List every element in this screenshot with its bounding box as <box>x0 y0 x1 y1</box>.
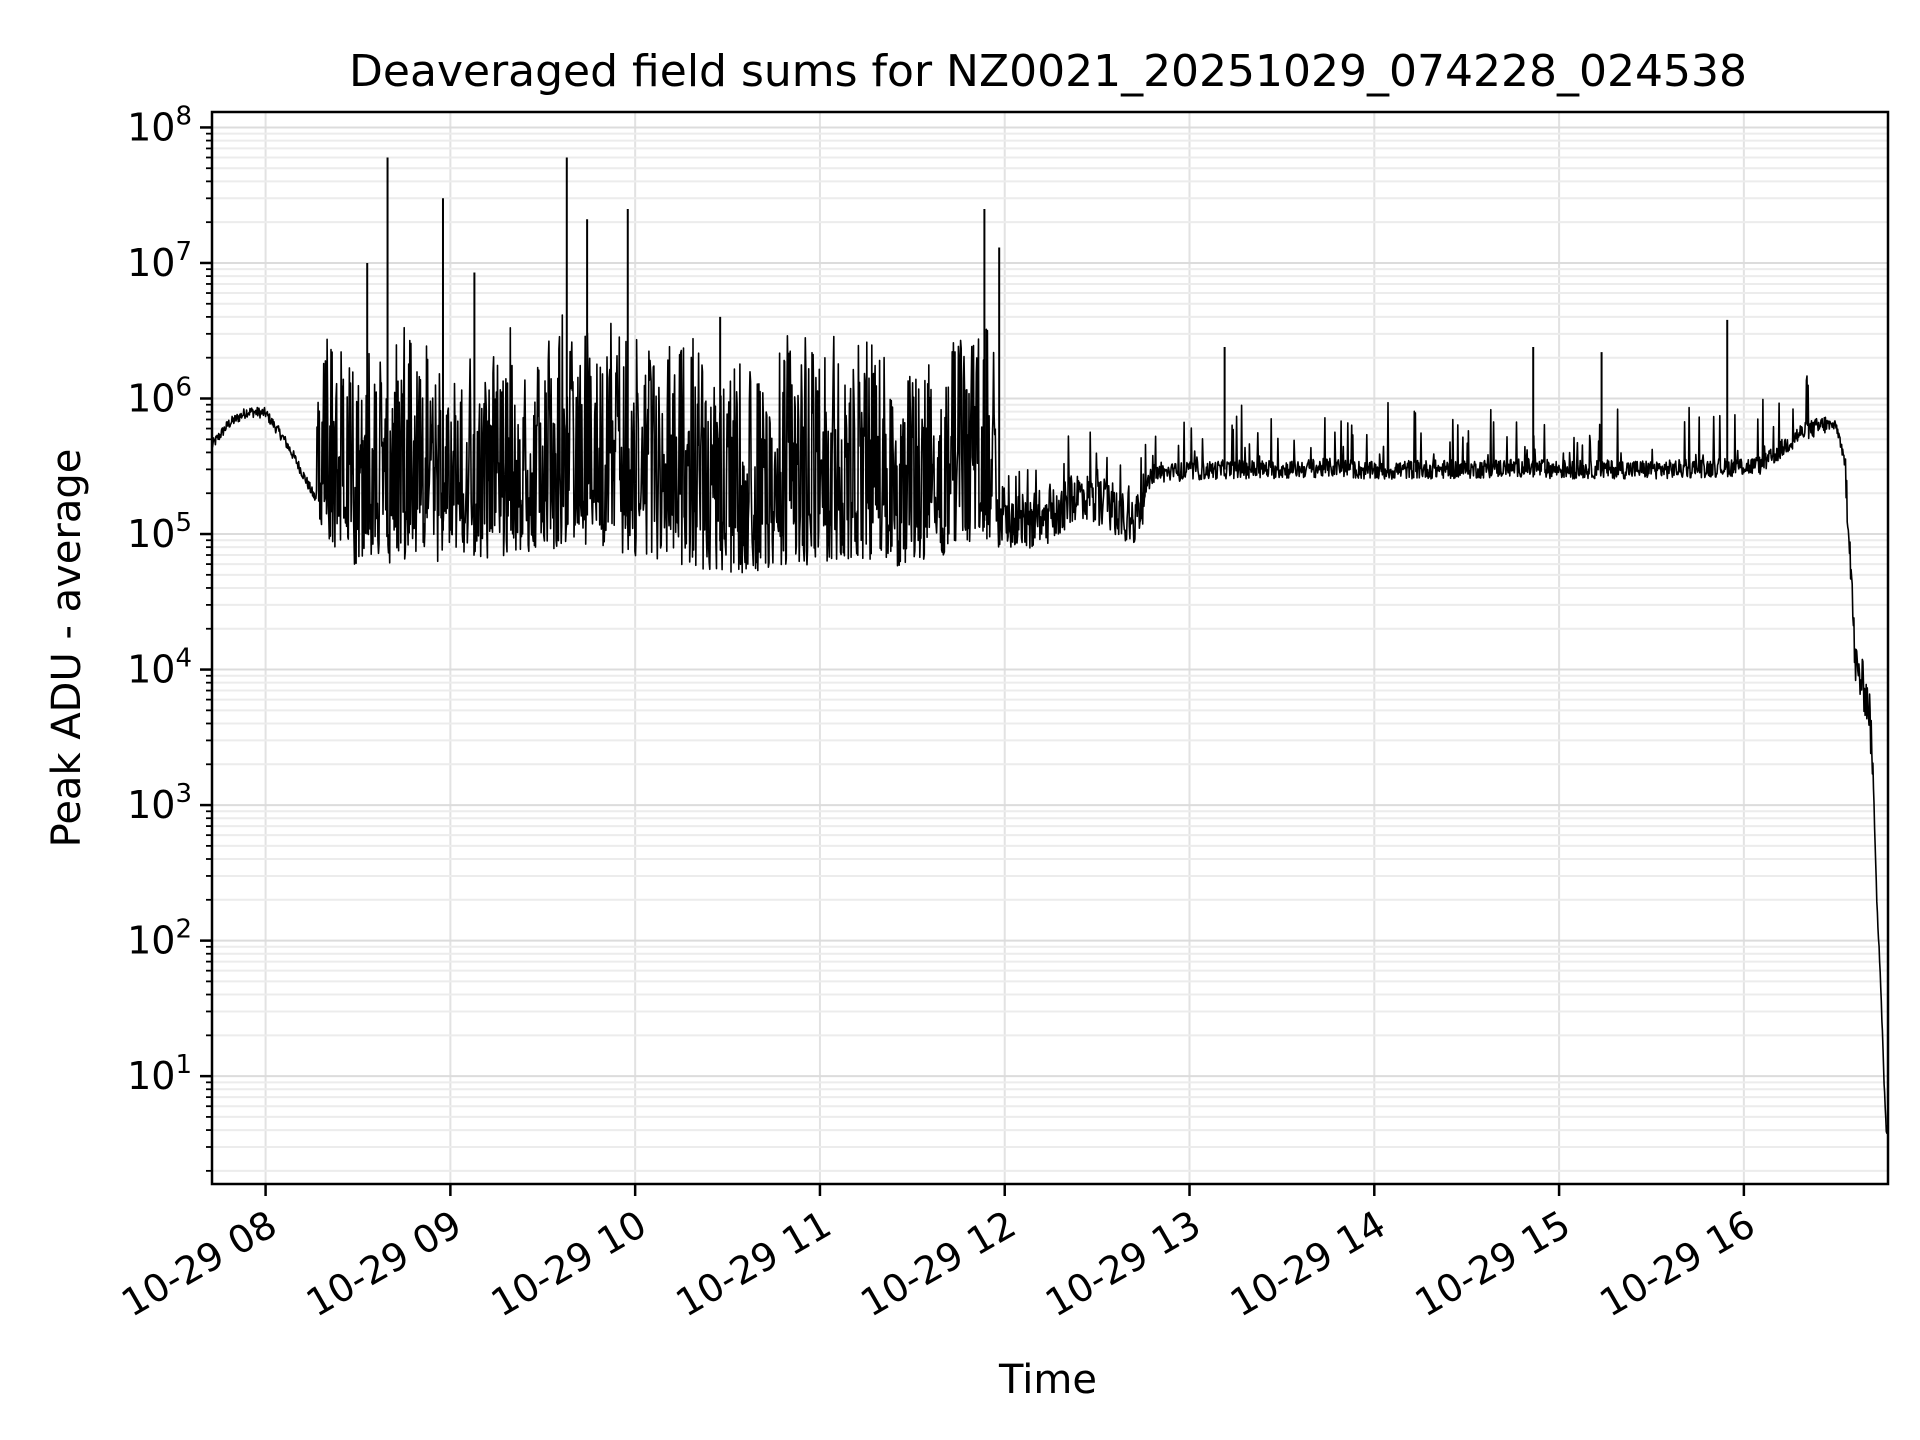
data-line-series <box>211 157 1889 1135</box>
y-tick-label-exponent: 5 <box>175 508 192 538</box>
y-tick-label: 107 <box>127 237 192 285</box>
y-tick-label: 104 <box>127 644 192 692</box>
y-tick-label: 106 <box>127 372 192 420</box>
plot-area-frame <box>210 110 1890 1186</box>
y-tick-label: 108 <box>127 101 192 149</box>
y-tick-label: 102 <box>127 915 192 963</box>
y-tick-label-base: 10 <box>127 241 175 285</box>
grid <box>212 112 1888 1184</box>
data-line <box>211 314 1889 1135</box>
y-tick-label: 103 <box>127 779 192 827</box>
y-tick-label: 105 <box>127 508 192 556</box>
y-tick-label-exponent: 3 <box>175 779 192 809</box>
y-tick-label-base: 10 <box>127 783 175 827</box>
y-tick-label-base: 10 <box>127 376 175 420</box>
y-axis-label: Peak ADU - average <box>44 449 90 848</box>
y-tick-label-exponent: 1 <box>175 1050 192 1080</box>
y-tick-label-base: 10 <box>127 648 175 692</box>
y-tick-label: 101 <box>127 1050 192 1098</box>
y-tick-label-exponent: 7 <box>175 237 192 267</box>
y-tick-label-exponent: 4 <box>175 644 192 674</box>
y-tick-label-exponent: 8 <box>175 101 192 131</box>
y-tick-label-base: 10 <box>127 1054 175 1098</box>
y-tick-label-base: 10 <box>127 512 175 556</box>
y-tick-label-base: 10 <box>127 919 175 963</box>
y-tick-label-exponent: 6 <box>175 372 192 402</box>
y-tick-label-base: 10 <box>127 105 175 149</box>
x-axis-label: Time <box>998 1357 1097 1403</box>
y-tick-label-exponent: 2 <box>175 915 192 945</box>
chart-title: Deaveraged field sums for NZ0021_2025102… <box>349 46 1747 97</box>
